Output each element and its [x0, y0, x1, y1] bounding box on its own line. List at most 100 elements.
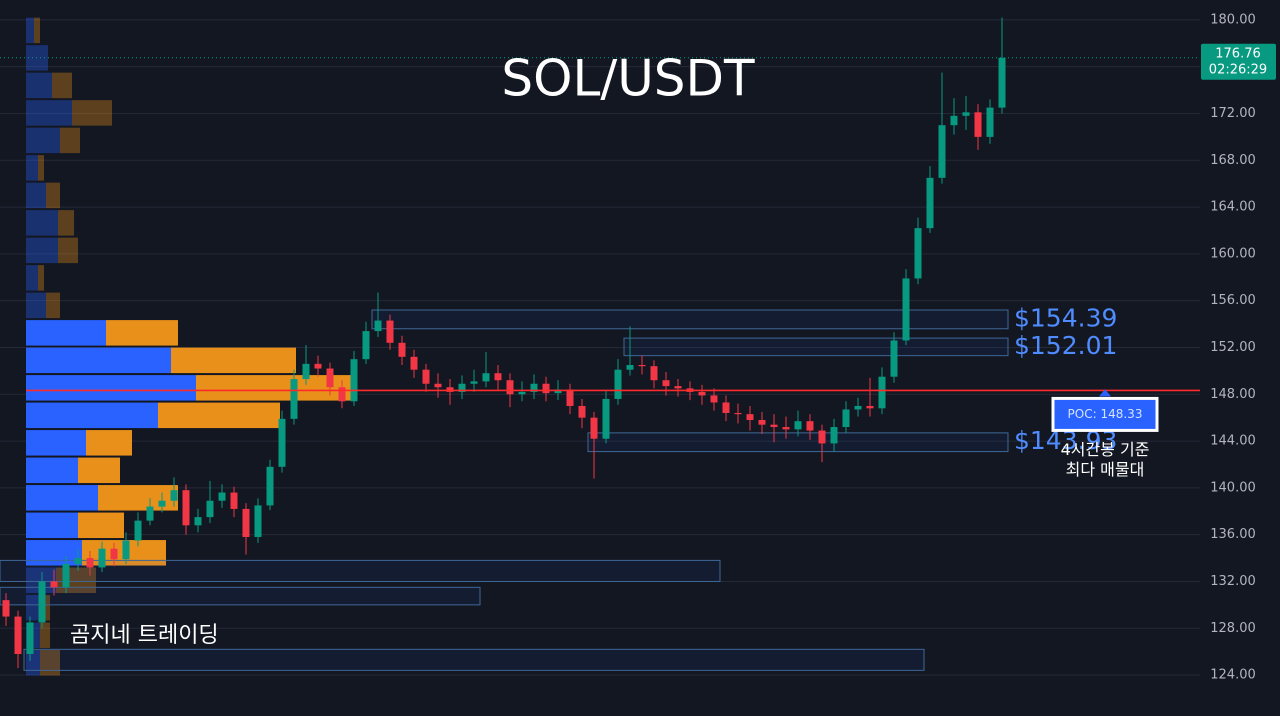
profile-buy-bar: [26, 540, 82, 566]
candle-body: [434, 383, 442, 388]
profile-buy-bar: [26, 320, 106, 346]
profile-buy-bar: [26, 402, 158, 429]
candle-body: [698, 391, 706, 396]
y-tick-label: 156.00: [1210, 293, 1256, 308]
poc-box: [1051, 396, 1159, 432]
candle-body: [386, 320, 394, 343]
candle-body: [926, 177, 934, 229]
y-tick-label: 128.00: [1210, 621, 1256, 636]
last-price-box: [1201, 43, 1276, 80]
profile-sell-bar: [78, 457, 120, 484]
y-tick-label: 148.00: [1210, 387, 1256, 402]
profile-sell-bar: [40, 650, 60, 676]
candle-body: [206, 500, 214, 518]
profile-sell-bar: [98, 485, 178, 511]
zone-label: $154.39: [1014, 303, 1117, 332]
y-tick-label: 168.00: [1210, 153, 1256, 168]
countdown-label: 02:26:29: [1209, 62, 1267, 77]
profile-sell-bar: [34, 17, 40, 44]
candle-body: [662, 380, 670, 387]
candle-body: [74, 558, 82, 564]
candle-body: [614, 369, 622, 399]
candle-body: [902, 278, 910, 341]
profile-buy-bar: [26, 17, 34, 44]
candle-body: [710, 395, 718, 403]
profile-sell-bar: [38, 155, 44, 181]
candle-body: [422, 369, 430, 384]
profile-buy-bar: [26, 210, 58, 236]
candles: [2, 17, 1006, 669]
candle-body: [494, 373, 502, 381]
candle-body: [602, 398, 610, 439]
zones: $154.39$152.01$143.93: [0, 303, 1117, 671]
candle-body: [350, 359, 358, 402]
candle-body: [962, 112, 970, 116]
candle-body: [302, 363, 310, 380]
candle-body: [590, 417, 598, 439]
y-tick-label: 160.00: [1210, 246, 1256, 261]
candle-body: [158, 500, 166, 507]
candle-body: [26, 622, 34, 654]
candle-body: [566, 389, 574, 406]
candle-body: [122, 540, 130, 560]
candle-body: [734, 412, 742, 415]
candle-body: [182, 490, 190, 526]
profile-sell-bar: [158, 402, 280, 429]
candle-body: [218, 492, 226, 501]
profile-sell-bar: [106, 320, 178, 346]
candle-body: [338, 387, 346, 402]
candle-body: [878, 376, 886, 409]
candle-body: [758, 420, 766, 425]
candle-body: [986, 107, 994, 137]
profile-buy-bar: [26, 595, 40, 621]
profile-buy-bar: [26, 457, 78, 484]
profile-buy-bar: [26, 155, 38, 181]
candle-body: [278, 418, 286, 467]
profile-buy-bar: [26, 72, 52, 99]
candle-body: [914, 228, 922, 279]
poc-pointer: [1099, 389, 1111, 397]
y-tick-label: 172.00: [1210, 106, 1256, 121]
candle-body: [806, 421, 814, 431]
profile-sell-bar: [40, 622, 50, 649]
y-tick-label: 144.00: [1210, 434, 1256, 449]
candle-body: [470, 381, 478, 384]
profile-sell-bar: [60, 127, 80, 154]
profile-buy-bar: [26, 265, 38, 291]
profile-buy-bar: [26, 512, 78, 539]
y-tick-label: 180.00: [1210, 12, 1256, 27]
zone: [23, 648, 925, 671]
candle-body: [50, 581, 58, 588]
profile-sell-bar: [86, 430, 132, 456]
candle-body: [770, 424, 778, 428]
candle-body: [230, 492, 238, 509]
profile-buy-bar: [26, 127, 60, 154]
candle-body: [410, 356, 418, 370]
profile-buy-bar: [26, 430, 86, 456]
candle-body: [830, 427, 838, 444]
profile-sell-bar: [46, 292, 60, 319]
zone: [0, 586, 481, 606]
y-tick-label: 140.00: [1210, 480, 1256, 495]
profile-sell-bar: [78, 512, 124, 539]
candle-body: [506, 380, 514, 395]
y-tick-label: 164.00: [1210, 200, 1256, 215]
candle-body: [110, 548, 118, 560]
profile-sell-bar: [58, 237, 78, 264]
candle-body: [794, 421, 802, 430]
profile-buy-bar: [26, 182, 46, 209]
last-price-label: 176.76: [1215, 46, 1261, 61]
candle-body: [842, 409, 850, 428]
candle-body: [674, 386, 682, 389]
zone: [371, 309, 1009, 330]
profile-buy-bar: [26, 347, 171, 374]
candle-body: [722, 402, 730, 413]
candle-body: [650, 366, 658, 381]
profile-sell-bar: [171, 347, 296, 374]
candle-body: [2, 600, 10, 617]
candle-body: [482, 373, 490, 382]
candle-body: [446, 387, 454, 392]
candle-body: [974, 112, 982, 137]
candle-body: [62, 563, 70, 588]
